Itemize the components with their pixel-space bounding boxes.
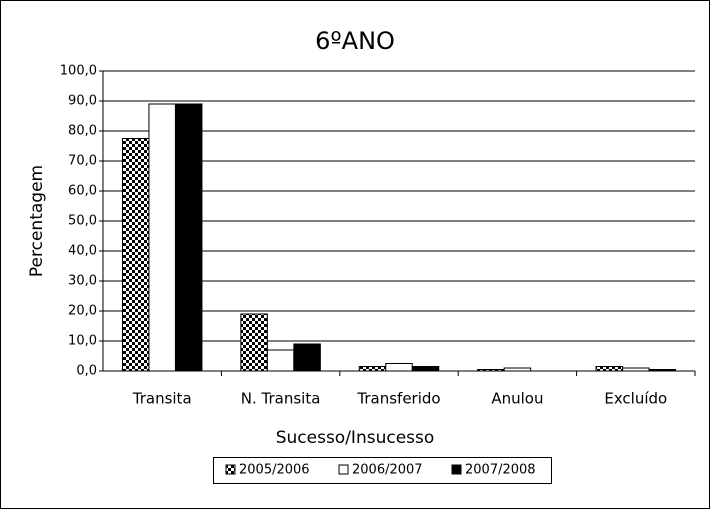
legend: [213, 457, 552, 484]
legend-label: 2006/2007: [352, 463, 423, 478]
legend-swatch: [451, 464, 462, 475]
legend-swatch: [338, 464, 349, 475]
bar: [293, 343, 321, 372]
x-tick-label: Excluído: [604, 390, 667, 408]
bar: [148, 103, 176, 372]
y-tick-label: 0,0: [76, 364, 97, 379]
y-tick-label: 80,0: [68, 124, 97, 139]
legend-swatch: [225, 464, 236, 475]
y-tick-label: 100,0: [60, 64, 97, 79]
x-tick-label: Anulou: [491, 390, 543, 408]
y-axis-label: Percentagem: [27, 165, 47, 277]
chart-title: 6ºANO: [315, 27, 395, 55]
legend-label: 2007/2008: [465, 463, 536, 478]
x-tick-label: N. Transita: [241, 390, 321, 408]
y-tick-label: 70,0: [68, 154, 97, 169]
legend-label: 2005/2006: [239, 463, 310, 478]
bar: [174, 103, 203, 372]
y-tick-label: 20,0: [68, 304, 97, 319]
y-tick-label: 60,0: [68, 184, 97, 199]
bar: [266, 349, 295, 372]
y-tick-label: 90,0: [68, 94, 97, 109]
y-tick-label: 30,0: [68, 274, 97, 289]
bar: [595, 366, 624, 372]
x-axis-label: Sucesso/Insucesso: [276, 428, 435, 448]
bar: [411, 366, 440, 372]
bar: [385, 363, 413, 372]
bar: [121, 138, 150, 372]
x-tick-label: Transita: [132, 390, 192, 408]
x-tick-label: Transferido: [356, 390, 440, 408]
y-tick-label: 50,0: [68, 214, 97, 229]
y-tick-label: 10,0: [68, 334, 97, 349]
bar: [358, 366, 387, 372]
y-tick-label: 40,0: [68, 244, 97, 259]
bar: [240, 313, 268, 372]
